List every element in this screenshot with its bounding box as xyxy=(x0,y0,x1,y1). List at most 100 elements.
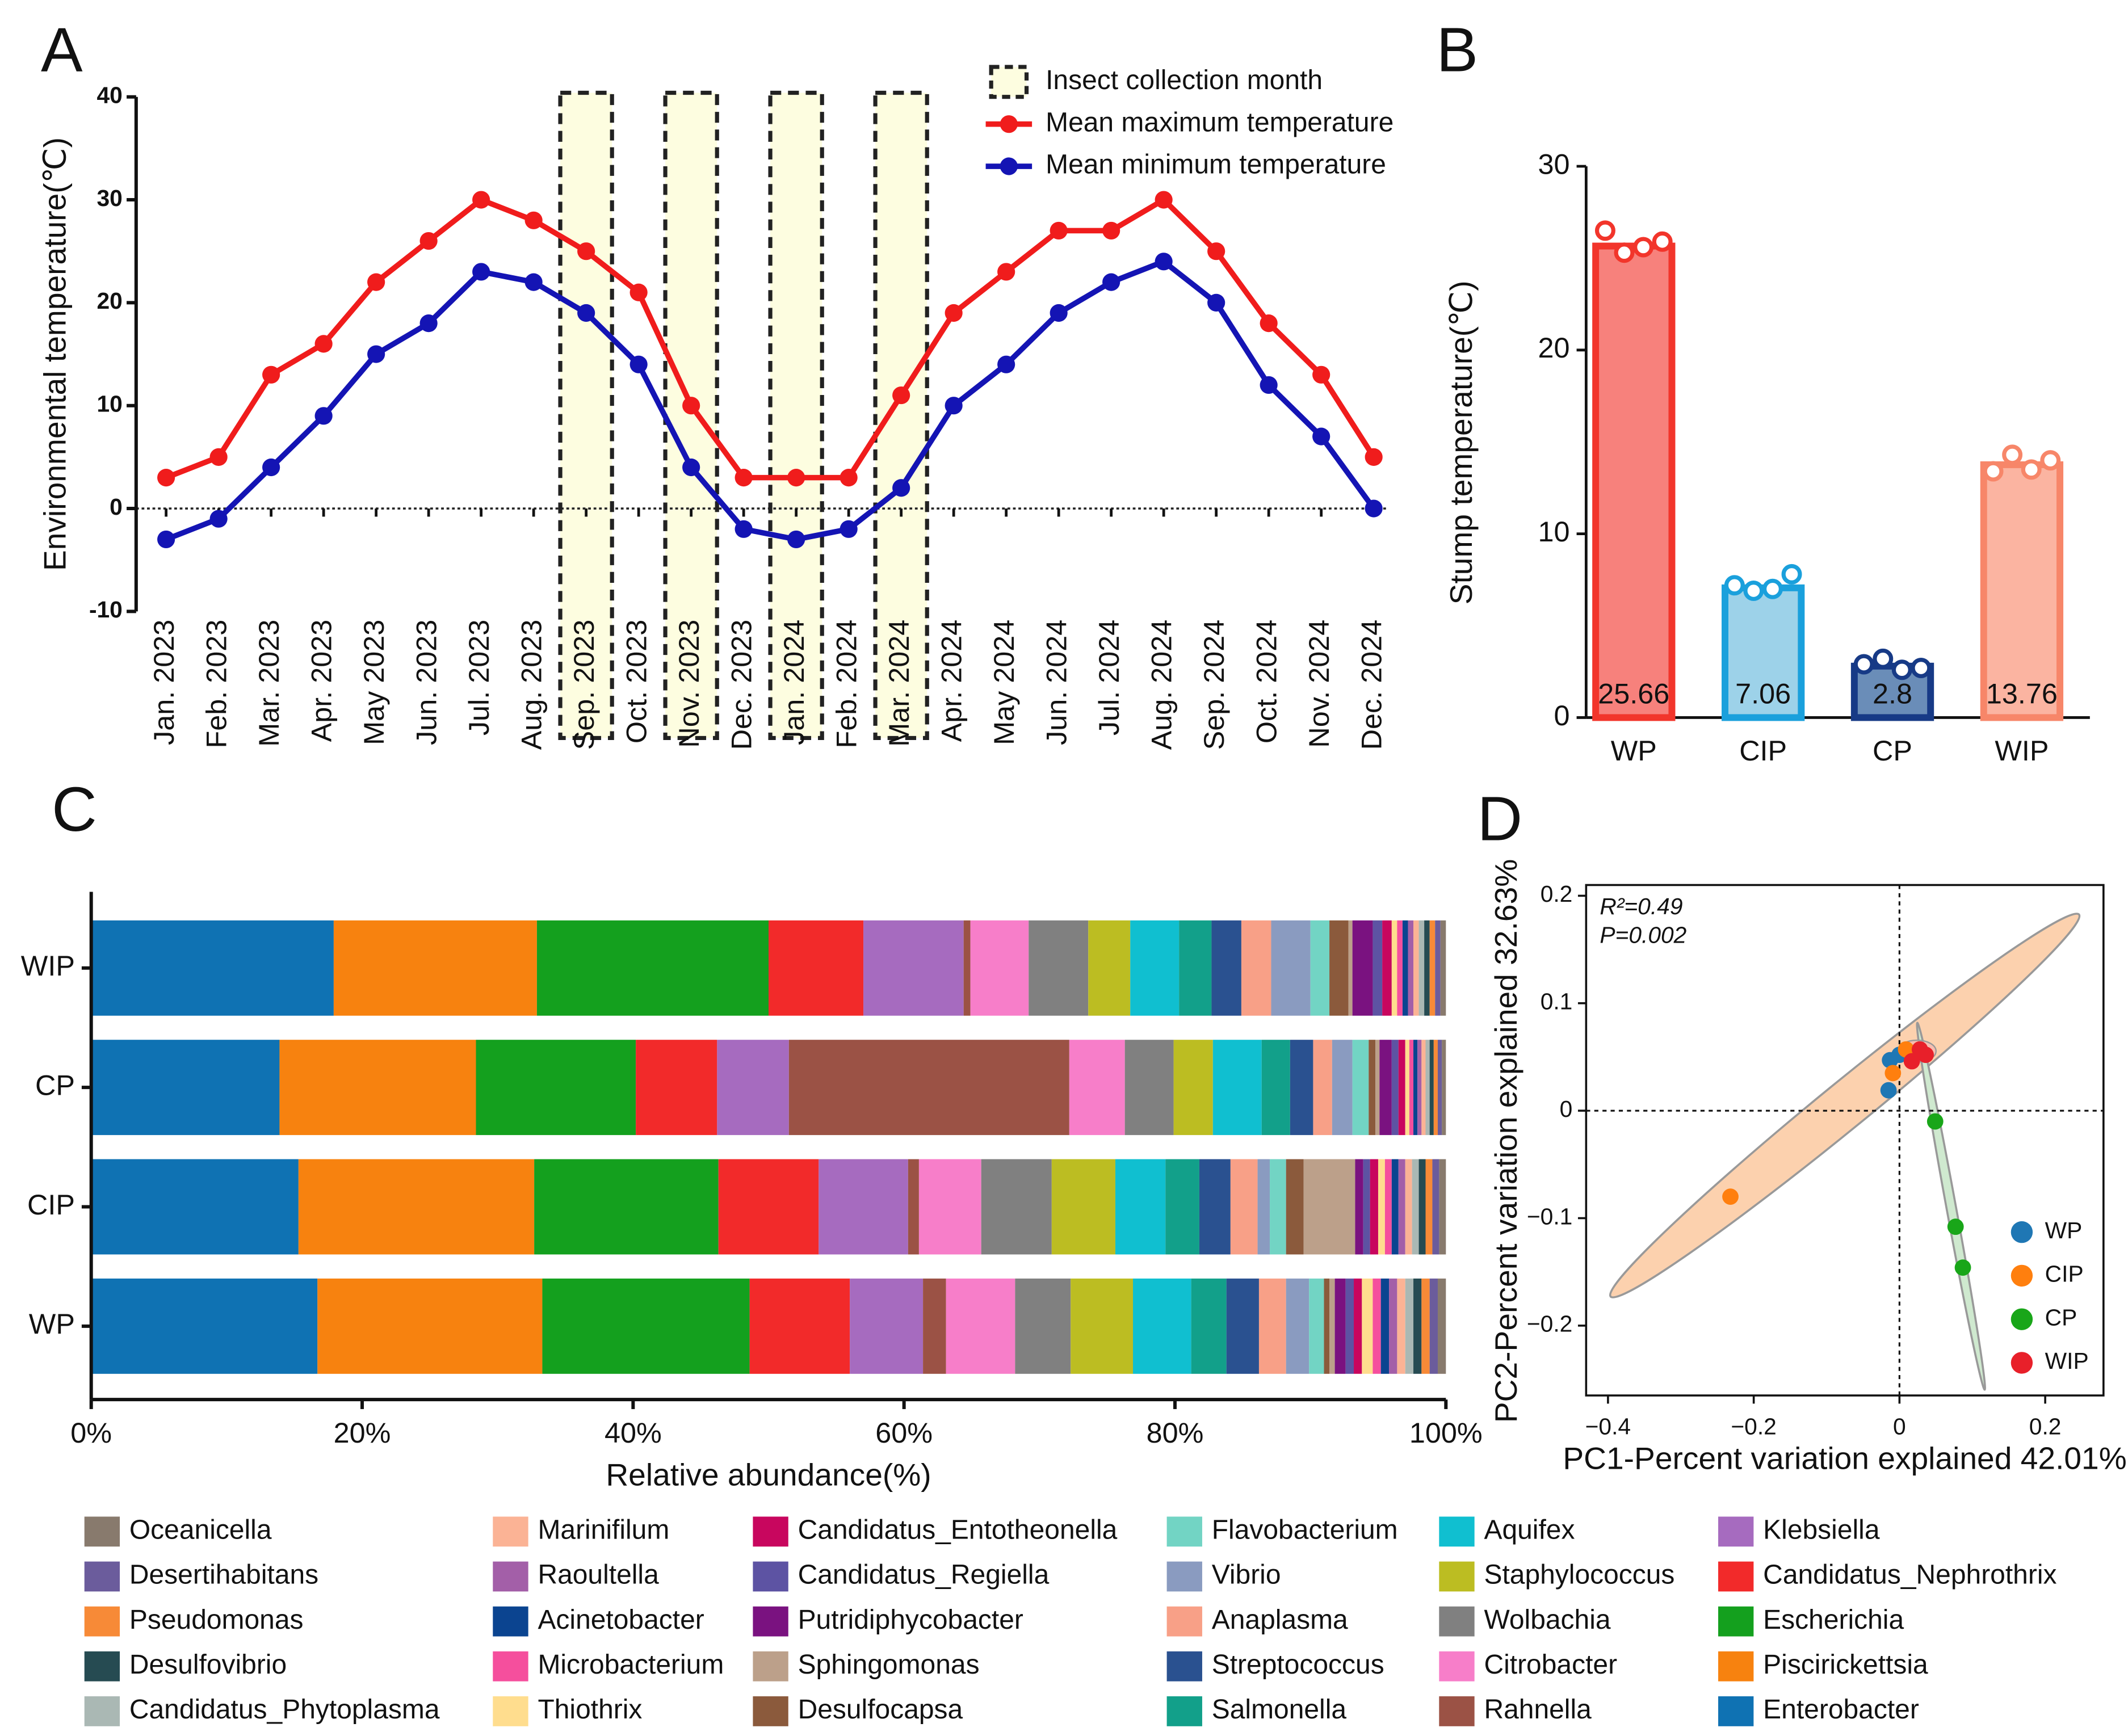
x-tick-label: Sep. 2023 xyxy=(568,620,600,750)
bar-segment xyxy=(1165,1159,1199,1255)
legend-label: Sphingomonas xyxy=(798,1650,980,1680)
x-tick-label: CP xyxy=(1873,734,1912,767)
bar-segment xyxy=(1412,1159,1419,1255)
legend-swatch xyxy=(1439,1516,1475,1547)
legend-swatch xyxy=(1166,1516,1202,1547)
bar-segment xyxy=(1369,1040,1376,1136)
bar-segment xyxy=(91,1159,299,1255)
bar-segment xyxy=(333,920,537,1016)
series-point xyxy=(367,345,385,363)
bar-segment xyxy=(1398,1040,1405,1136)
series-point xyxy=(524,273,543,291)
series-point xyxy=(945,304,963,322)
bar-segment xyxy=(1270,1159,1286,1255)
legend-swatch xyxy=(1718,1516,1754,1547)
legend-label: Enterobacter xyxy=(1763,1695,1919,1725)
bar-segment xyxy=(1389,1278,1397,1374)
value-label: 13.76 xyxy=(1986,677,2058,709)
x-tick-label: Sep. 2024 xyxy=(1198,620,1230,750)
y-axis-label: Environmental temperature(℃) xyxy=(37,137,72,571)
bar-segment xyxy=(1271,920,1311,1016)
bar-segment xyxy=(1363,1159,1370,1255)
bar-segment xyxy=(1418,920,1425,1016)
series-line xyxy=(165,258,1376,543)
series-point xyxy=(157,469,175,487)
collection-month-box xyxy=(768,90,824,741)
series-point xyxy=(1207,242,1225,260)
legend-label: Citrobacter xyxy=(1484,1650,1617,1680)
series-point xyxy=(840,469,858,487)
panel-letter: B xyxy=(1437,15,1479,85)
y-tick-label: −0.1 xyxy=(1527,1203,1572,1229)
bar-segment xyxy=(1397,1278,1405,1374)
legend-swatch xyxy=(1166,1651,1202,1682)
legend-swatch xyxy=(753,1561,788,1592)
legend-label: WP xyxy=(2045,1217,2083,1243)
series-point xyxy=(892,479,910,497)
series-point xyxy=(682,458,700,477)
series-point xyxy=(472,263,490,281)
annotation: P=0.002 xyxy=(1600,922,1686,948)
legend-marker xyxy=(2011,1308,2033,1330)
bar-segment xyxy=(1241,920,1271,1016)
bar-segment xyxy=(1051,1159,1115,1255)
x-tick-label: Jan. 2023 xyxy=(148,620,180,745)
y-tick-label: 20 xyxy=(97,288,123,314)
series-point xyxy=(1050,221,1068,240)
series-point xyxy=(314,335,333,353)
x-tick-label: Nov. 2023 xyxy=(673,620,705,748)
y-axis-label: Stump temperature(℃) xyxy=(1443,281,1479,605)
y-tick-label: 20 xyxy=(1538,331,1570,364)
series-point xyxy=(1207,293,1225,312)
bar-segment xyxy=(863,920,964,1016)
bar-segment xyxy=(1130,920,1180,1016)
series-point xyxy=(577,304,595,322)
y-tick-label: 0.2 xyxy=(1541,881,1573,907)
bar-segment xyxy=(1191,1278,1227,1374)
x-tick-label: Feb. 2024 xyxy=(830,620,862,749)
bar-segment xyxy=(923,1278,946,1374)
bar-segment xyxy=(1425,1040,1430,1136)
bar-segment xyxy=(1408,920,1414,1016)
x-tick-label: Jan. 2024 xyxy=(778,620,810,745)
y-tick-label: 0 xyxy=(1560,1096,1573,1122)
bar-segment xyxy=(1332,1040,1353,1136)
x-tick-label: Aug. 2024 xyxy=(1145,620,1177,750)
bar-segment xyxy=(1173,1040,1213,1136)
series-point xyxy=(262,458,280,477)
series-point xyxy=(840,520,858,538)
x-tick-label: Aug. 2023 xyxy=(515,620,547,750)
bar-segment xyxy=(1373,920,1383,1016)
replicate-point xyxy=(1911,658,1932,679)
y-tick-label: 40 xyxy=(97,82,123,108)
x-tick-label: Jul. 2024 xyxy=(1093,620,1125,735)
value-label: 7.06 xyxy=(1735,677,1791,709)
x-axis-label: Relative abundance(%) xyxy=(606,1457,931,1492)
bar-segment xyxy=(963,920,971,1016)
bar-segment xyxy=(91,1278,318,1374)
x-tick-label: Oct. 2024 xyxy=(1250,620,1282,743)
legend-swatch xyxy=(1718,1696,1754,1726)
series-point xyxy=(997,355,1015,373)
bar-segment xyxy=(1286,1159,1304,1255)
bar-segment xyxy=(1378,1159,1385,1255)
bar-segment xyxy=(1310,920,1330,1016)
bar-segment xyxy=(819,1159,908,1255)
legend-label: Raoultella xyxy=(538,1560,659,1590)
series-point xyxy=(1312,365,1330,384)
replicate-point xyxy=(1853,654,1874,675)
series-point xyxy=(577,242,595,260)
legend-swatch xyxy=(1166,1561,1202,1592)
bar-segment xyxy=(908,1159,919,1255)
bar-segment xyxy=(1226,1278,1259,1374)
bar-segment xyxy=(1015,1278,1071,1374)
value-label: 2.8 xyxy=(1873,677,1912,709)
replicate-point xyxy=(1743,581,1764,602)
legend-swatch xyxy=(753,1651,788,1682)
bar-segment xyxy=(1230,1159,1258,1255)
y-tick-label: 10 xyxy=(97,390,123,417)
bar-segment xyxy=(1405,1159,1412,1255)
panel-letter: A xyxy=(41,15,83,85)
bar-segment xyxy=(1373,1278,1381,1374)
legend-label: Acinetobacter xyxy=(538,1605,704,1635)
